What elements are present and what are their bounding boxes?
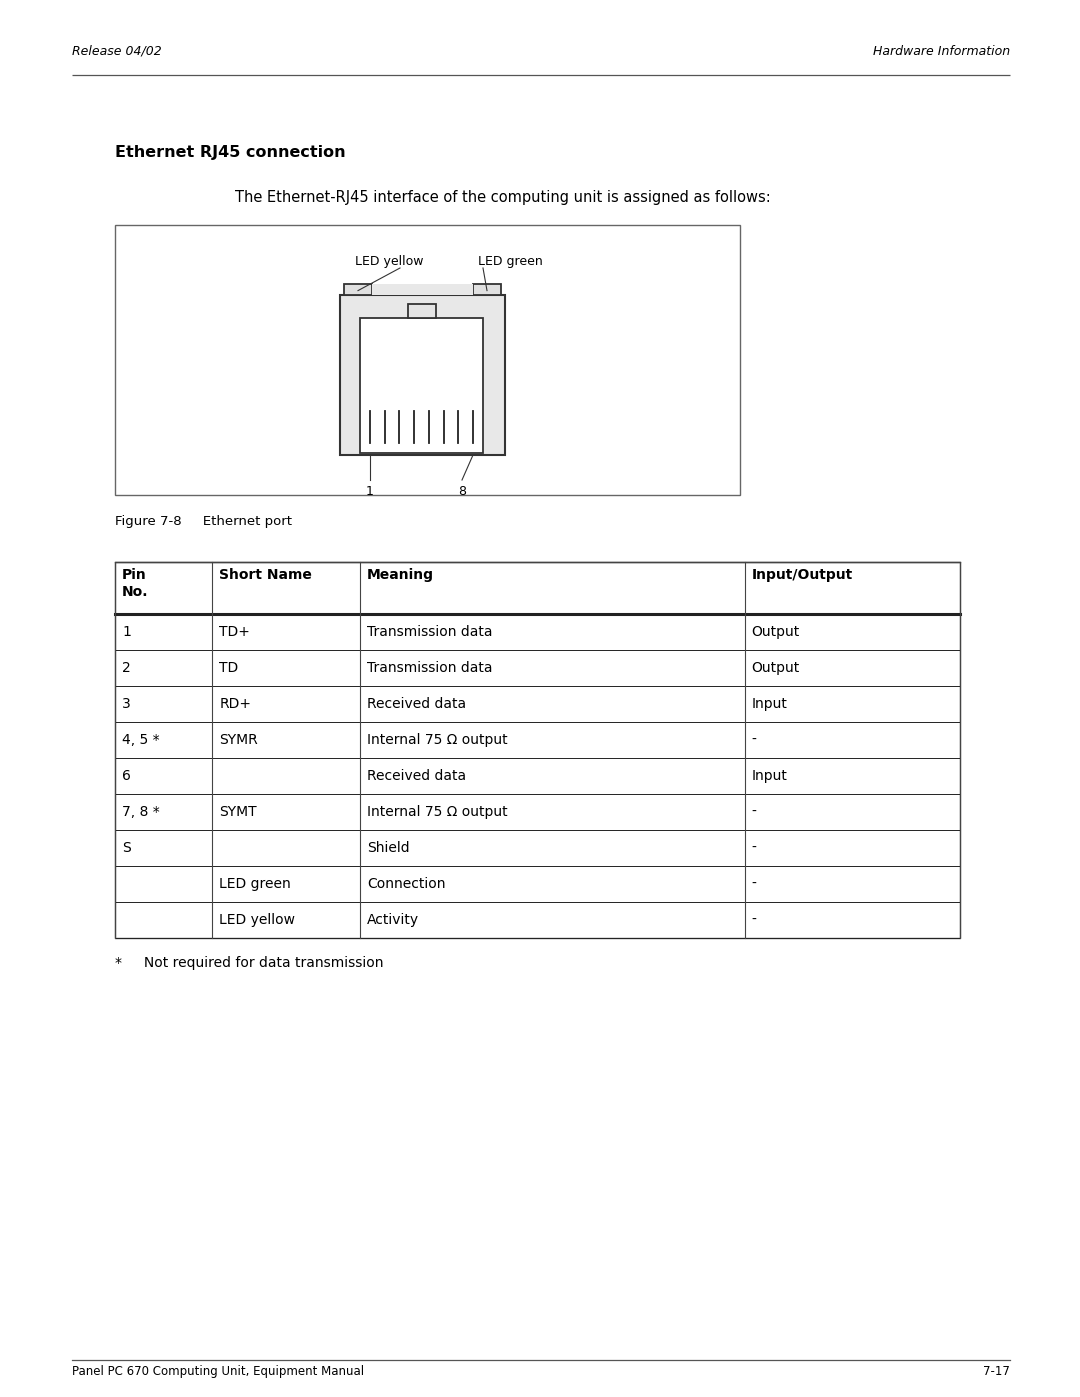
Bar — [114, 225, 740, 495]
Text: LED yellow: LED yellow — [219, 914, 295, 928]
Text: RD+: RD+ — [219, 697, 252, 711]
Text: Transmission data: Transmission data — [367, 624, 492, 638]
Text: The Ethernet-RJ45 interface of the computing unit is assigned as follows:: The Ethernet-RJ45 interface of the compu… — [235, 190, 771, 205]
Text: Hardware Information: Hardware Information — [873, 45, 1010, 59]
Text: 4, 5 *: 4, 5 * — [122, 733, 160, 747]
Bar — [345, 284, 372, 295]
Text: -: - — [752, 877, 756, 891]
Text: 7-17: 7-17 — [983, 1365, 1010, 1377]
Text: Received data: Received data — [367, 768, 467, 782]
Text: SYMT: SYMT — [219, 805, 257, 819]
Text: TD+: TD+ — [219, 624, 251, 638]
Text: Meaning: Meaning — [367, 569, 434, 583]
Bar — [360, 319, 483, 453]
Text: -: - — [752, 733, 756, 747]
Text: -: - — [752, 914, 756, 928]
Text: 2: 2 — [122, 661, 131, 675]
Text: -: - — [752, 841, 756, 855]
Text: S: S — [122, 841, 131, 855]
Text: 3: 3 — [122, 697, 131, 711]
Text: -: - — [752, 805, 756, 819]
Text: 8: 8 — [458, 485, 465, 497]
Text: 6: 6 — [122, 768, 131, 782]
Text: Internal 75 Ω output: Internal 75 Ω output — [367, 733, 508, 747]
Text: 1: 1 — [122, 624, 131, 638]
Text: Transmission data: Transmission data — [367, 661, 492, 675]
Text: LED yellow: LED yellow — [355, 256, 423, 268]
Text: Shield: Shield — [367, 841, 409, 855]
Bar — [473, 284, 501, 295]
Text: Input/Output: Input/Output — [752, 569, 853, 583]
Text: Output: Output — [752, 624, 800, 638]
Text: 1: 1 — [366, 485, 374, 497]
Bar — [114, 562, 960, 937]
Bar — [340, 295, 505, 455]
Bar — [372, 284, 473, 295]
Text: Internal 75 Ω output: Internal 75 Ω output — [367, 805, 508, 819]
Text: *     Not required for data transmission: * Not required for data transmission — [114, 956, 383, 970]
Text: LED green: LED green — [219, 877, 291, 891]
Text: Connection: Connection — [367, 877, 446, 891]
Text: Ethernet RJ45 connection: Ethernet RJ45 connection — [114, 145, 346, 161]
Text: Input: Input — [752, 768, 787, 782]
Text: TD: TD — [219, 661, 239, 675]
Text: Input: Input — [752, 697, 787, 711]
Text: Activity: Activity — [367, 914, 419, 928]
Text: SYMR: SYMR — [219, 733, 258, 747]
Text: Release 04/02: Release 04/02 — [72, 45, 162, 59]
Text: 7, 8 *: 7, 8 * — [122, 805, 160, 819]
Text: Figure 7-8     Ethernet port: Figure 7-8 Ethernet port — [114, 515, 292, 528]
Text: Received data: Received data — [367, 697, 467, 711]
Text: Pin
No.: Pin No. — [122, 569, 149, 599]
Text: Output: Output — [752, 661, 800, 675]
Text: LED green: LED green — [478, 256, 543, 268]
Bar — [407, 305, 435, 319]
Text: Short Name: Short Name — [219, 569, 312, 583]
Text: Panel PC 670 Computing Unit, Equipment Manual: Panel PC 670 Computing Unit, Equipment M… — [72, 1365, 364, 1377]
